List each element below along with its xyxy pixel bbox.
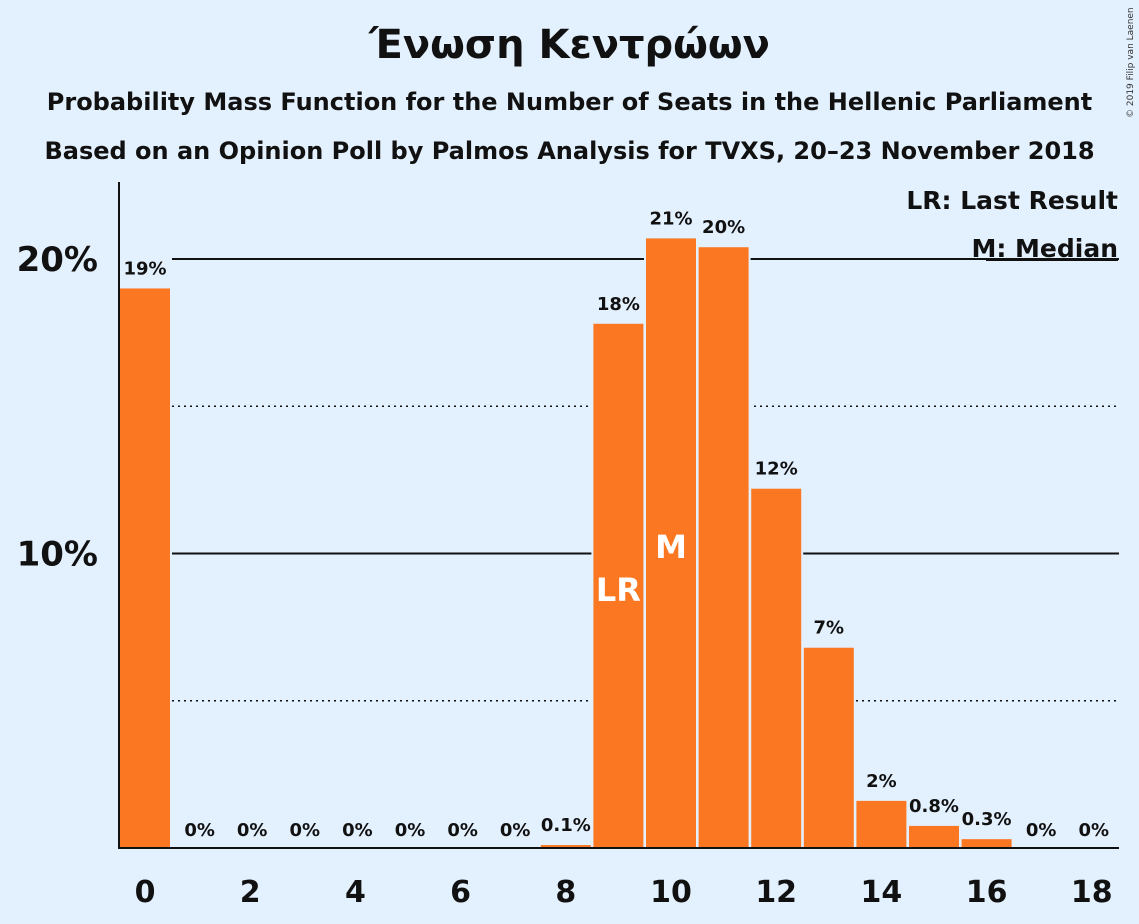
- bar: [751, 488, 802, 848]
- chart-subtitle-1: Probability Mass Function for the Number…: [46, 88, 1093, 116]
- value-label: 2%: [866, 771, 897, 792]
- bar: [646, 238, 696, 848]
- value-label: 0%: [1079, 820, 1110, 841]
- value-labels: 19% 0% 0% 0% 0% 0% 0% 0% 0.1% 18% 21% 20% 12% 7% 2% 0.8…: [123, 208, 1109, 841]
- value-label: 0.8%: [909, 796, 959, 817]
- tick-labels: 10% 20% 0 2 4 6 8 10 12 14 16 18: [17, 240, 1113, 910]
- value-label: 20%: [702, 217, 745, 238]
- bar: [909, 825, 959, 848]
- value-label: 0%: [290, 820, 321, 841]
- chart-subtitle-2: Based on an Opinion Poll by Palmos Analy…: [44, 137, 1095, 165]
- median-marker: M: [655, 528, 687, 566]
- x-tick-label: 6: [450, 875, 471, 910]
- value-label: 7%: [814, 618, 845, 639]
- bar: [593, 323, 644, 848]
- y-tick-label: 20%: [17, 240, 98, 280]
- bar: [698, 247, 749, 849]
- axes: [118, 182, 1119, 849]
- value-label: 19%: [123, 258, 166, 279]
- legend-last-result: LR: Last Result: [906, 186, 1118, 215]
- last-result-marker: LR: [596, 571, 641, 609]
- bar: [961, 839, 1012, 848]
- value-label: 0%: [342, 820, 373, 841]
- chart-title: Ένωση Κεντρώων: [369, 22, 770, 68]
- value-label: 0%: [395, 820, 426, 841]
- x-tick-label: 2: [240, 875, 261, 910]
- x-tick-label: 4: [345, 875, 366, 910]
- value-label: 0%: [447, 820, 478, 841]
- value-label: 0%: [237, 820, 268, 841]
- x-tick-label: 8: [555, 875, 576, 910]
- bar: [120, 288, 170, 848]
- value-label: 0.1%: [541, 815, 591, 836]
- bar: [803, 647, 854, 848]
- bar: [540, 845, 591, 848]
- y-tick-label: 10%: [17, 535, 98, 575]
- x-tick-label: 14: [861, 875, 903, 910]
- bar: [856, 800, 907, 848]
- value-label: 0%: [184, 820, 215, 841]
- x-tick-label: 16: [966, 875, 1008, 910]
- x-tick-label: 12: [755, 875, 797, 910]
- value-label: 0%: [1026, 820, 1057, 841]
- value-label: 0%: [500, 820, 531, 841]
- value-label: 0.3%: [962, 809, 1012, 830]
- bars: [118, 236, 1014, 849]
- value-label: 18%: [597, 294, 640, 315]
- value-label: 12%: [755, 459, 798, 480]
- x-tick-label: 18: [1071, 875, 1113, 910]
- legend: LR: Last Result M: Median: [906, 186, 1118, 263]
- legend-median: M: Median: [971, 234, 1118, 263]
- x-tick-label: 10: [650, 875, 692, 910]
- x-tick-label: 0: [135, 875, 156, 910]
- value-label: 21%: [649, 208, 692, 229]
